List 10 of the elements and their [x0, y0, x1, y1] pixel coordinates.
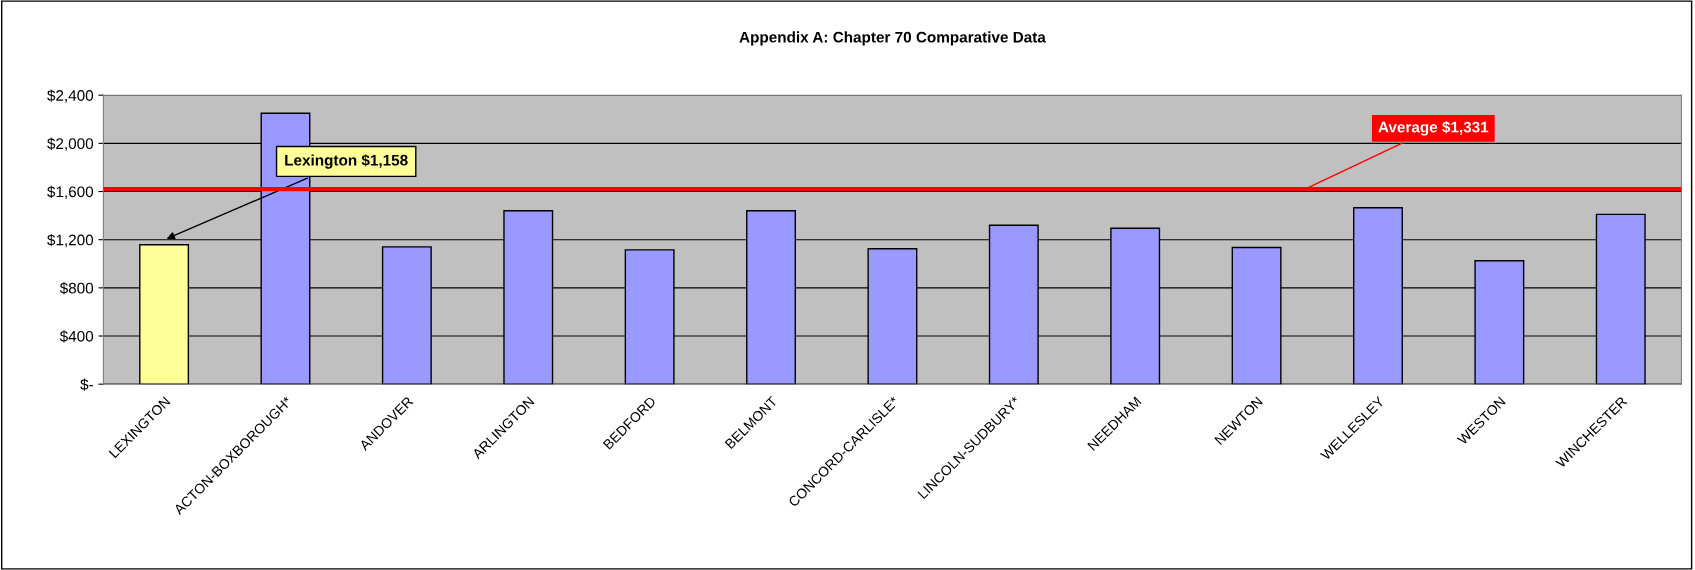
chart-title: Appendix A: Chapter 70 Comparative Data: [739, 31, 1046, 46]
annotation: Lexington $1,158: [285, 154, 408, 169]
y-tick-label: $2,000: [47, 137, 94, 151]
ref-line-label: Average $1,331: [1378, 121, 1489, 136]
y-tick-label: $400: [59, 330, 94, 343]
y-tick-label: $2,400: [47, 89, 94, 103]
y-tick-label: $-: [80, 378, 93, 391]
y-tick-label: $800: [59, 282, 94, 295]
y-tick-label: $1,200: [47, 233, 94, 248]
y-tick-label: $1,600: [47, 185, 94, 200]
